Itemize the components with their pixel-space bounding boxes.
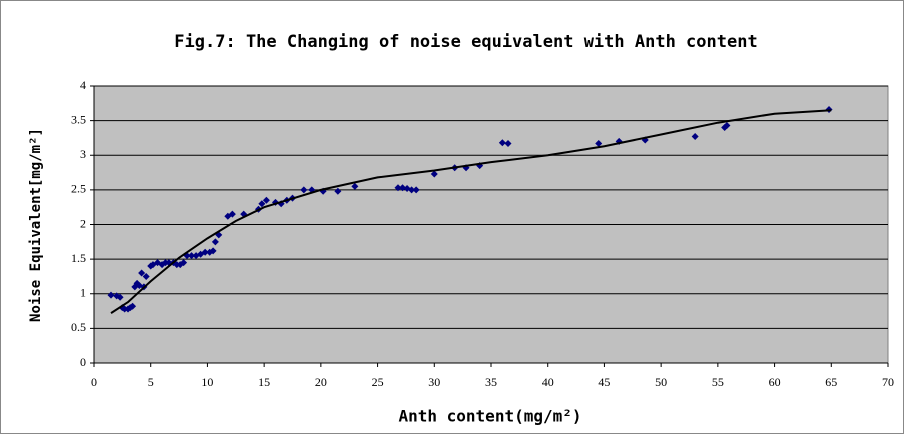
data-point — [430, 170, 438, 178]
y-tick-label: 1.5 — [71, 251, 86, 265]
x-tick-label: 40 — [542, 375, 554, 389]
y-tick-label: 2.5 — [71, 182, 86, 196]
data-point — [262, 196, 270, 204]
data-point — [138, 269, 146, 277]
data-point — [188, 252, 196, 260]
y-tick-label: 0.5 — [71, 320, 86, 334]
x-tick-label: 60 — [769, 375, 781, 389]
x-tick-label: 0 — [91, 375, 97, 389]
data-point — [334, 187, 342, 195]
data-point — [201, 248, 209, 256]
data-point — [228, 210, 236, 218]
data-point — [399, 184, 407, 192]
data-point — [498, 139, 506, 147]
data-point — [504, 139, 512, 147]
data-point — [723, 121, 731, 129]
data-point — [142, 272, 150, 280]
data-point — [107, 291, 115, 299]
x-tick-label: 30 — [428, 375, 440, 389]
y-tick-label: 3 — [80, 147, 86, 161]
data-point — [691, 133, 699, 141]
data-point — [412, 186, 420, 194]
data-point — [300, 186, 308, 194]
x-tick-label: 45 — [598, 375, 610, 389]
data-point — [209, 247, 217, 255]
y-tick-label: 4 — [80, 78, 86, 92]
data-point — [408, 186, 416, 194]
data-point — [180, 259, 188, 267]
x-tick-label: 25 — [372, 375, 384, 389]
x-tick-label: 10 — [201, 375, 213, 389]
x-tick-label: 65 — [825, 375, 837, 389]
data-point — [351, 182, 359, 190]
trend-line — [110, 109, 832, 314]
data-point — [129, 302, 137, 310]
y-tick-label: 1 — [80, 286, 86, 300]
y-tick-label: 2 — [80, 216, 86, 230]
x-tick-label: 20 — [315, 375, 327, 389]
x-tick-label: 70 — [882, 375, 894, 389]
x-tick-label: 15 — [258, 375, 270, 389]
y-tick-label: 3.5 — [71, 112, 86, 126]
x-tick-label: 50 — [655, 375, 667, 389]
y-axis-label: Noise Equivalent[mg/m²] — [28, 128, 44, 322]
x-tick-label: 5 — [148, 375, 154, 389]
chart-title: Fig.7: The Changing of noise equivalent … — [174, 32, 757, 52]
x-tick-label: 55 — [712, 375, 724, 389]
y-tick-label: 0 — [80, 355, 86, 369]
data-point — [595, 139, 603, 147]
data-point — [394, 184, 402, 192]
x-tick-label: 35 — [485, 375, 497, 389]
data-point — [116, 293, 124, 301]
data-point — [258, 200, 266, 208]
data-point — [211, 238, 219, 246]
x-axis-label: Anth content(mg/m²) — [398, 407, 581, 426]
